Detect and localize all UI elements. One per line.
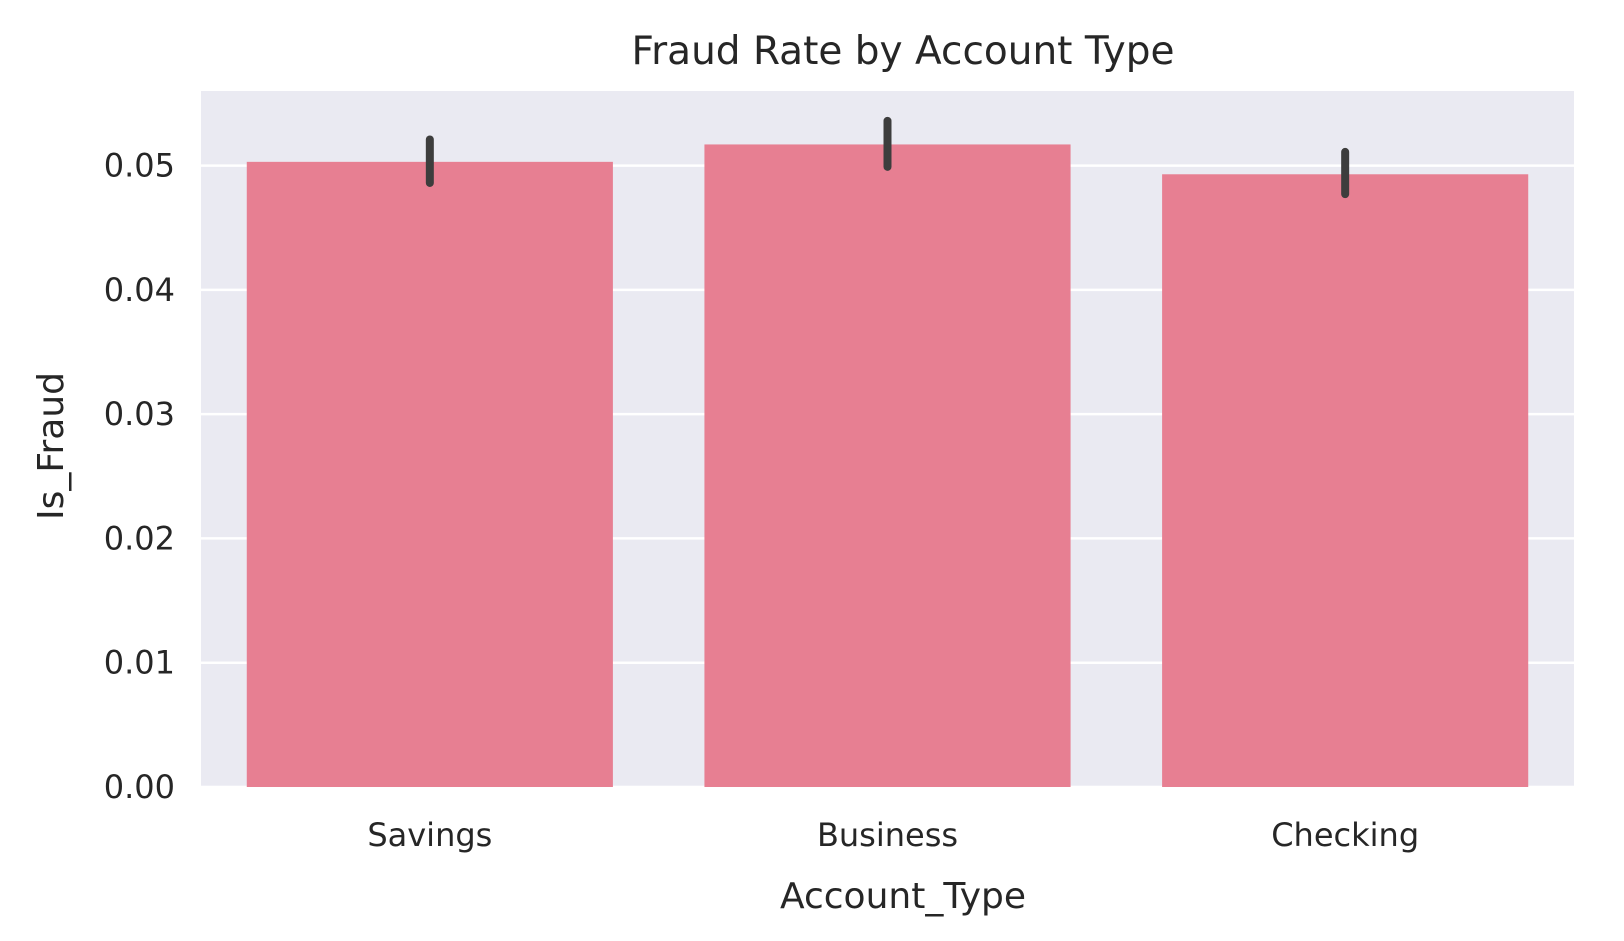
- y-tick-label: 0.04: [104, 271, 175, 309]
- bar-business: [704, 144, 1071, 787]
- bar-savings: [246, 161, 613, 788]
- y-tick-label: 0.02: [104, 519, 175, 557]
- y-axis-label: Is_Fraud: [31, 372, 72, 520]
- y-tick-label: 0.01: [104, 644, 175, 682]
- bar-checking: [1162, 174, 1529, 787]
- x-axis-label: Account_Type: [780, 876, 1026, 917]
- x-tick-label: Savings: [367, 816, 492, 854]
- x-tick-label: Checking: [1271, 816, 1419, 854]
- y-axis-ticks: 0.00 0.01 0.02 0.03 0.04 0.05: [104, 147, 175, 806]
- error-bars: [425, 116, 1350, 199]
- bars: [246, 144, 1529, 788]
- y-tick-label: 0.00: [104, 768, 175, 806]
- x-tick-label: Business: [817, 816, 958, 854]
- y-tick-label: 0.03: [104, 395, 175, 433]
- y-tick-label: 0.05: [104, 147, 175, 185]
- chart-title: Fraud Rate by Account Type: [632, 29, 1175, 74]
- x-axis-ticks: Savings Business Checking: [367, 816, 1419, 854]
